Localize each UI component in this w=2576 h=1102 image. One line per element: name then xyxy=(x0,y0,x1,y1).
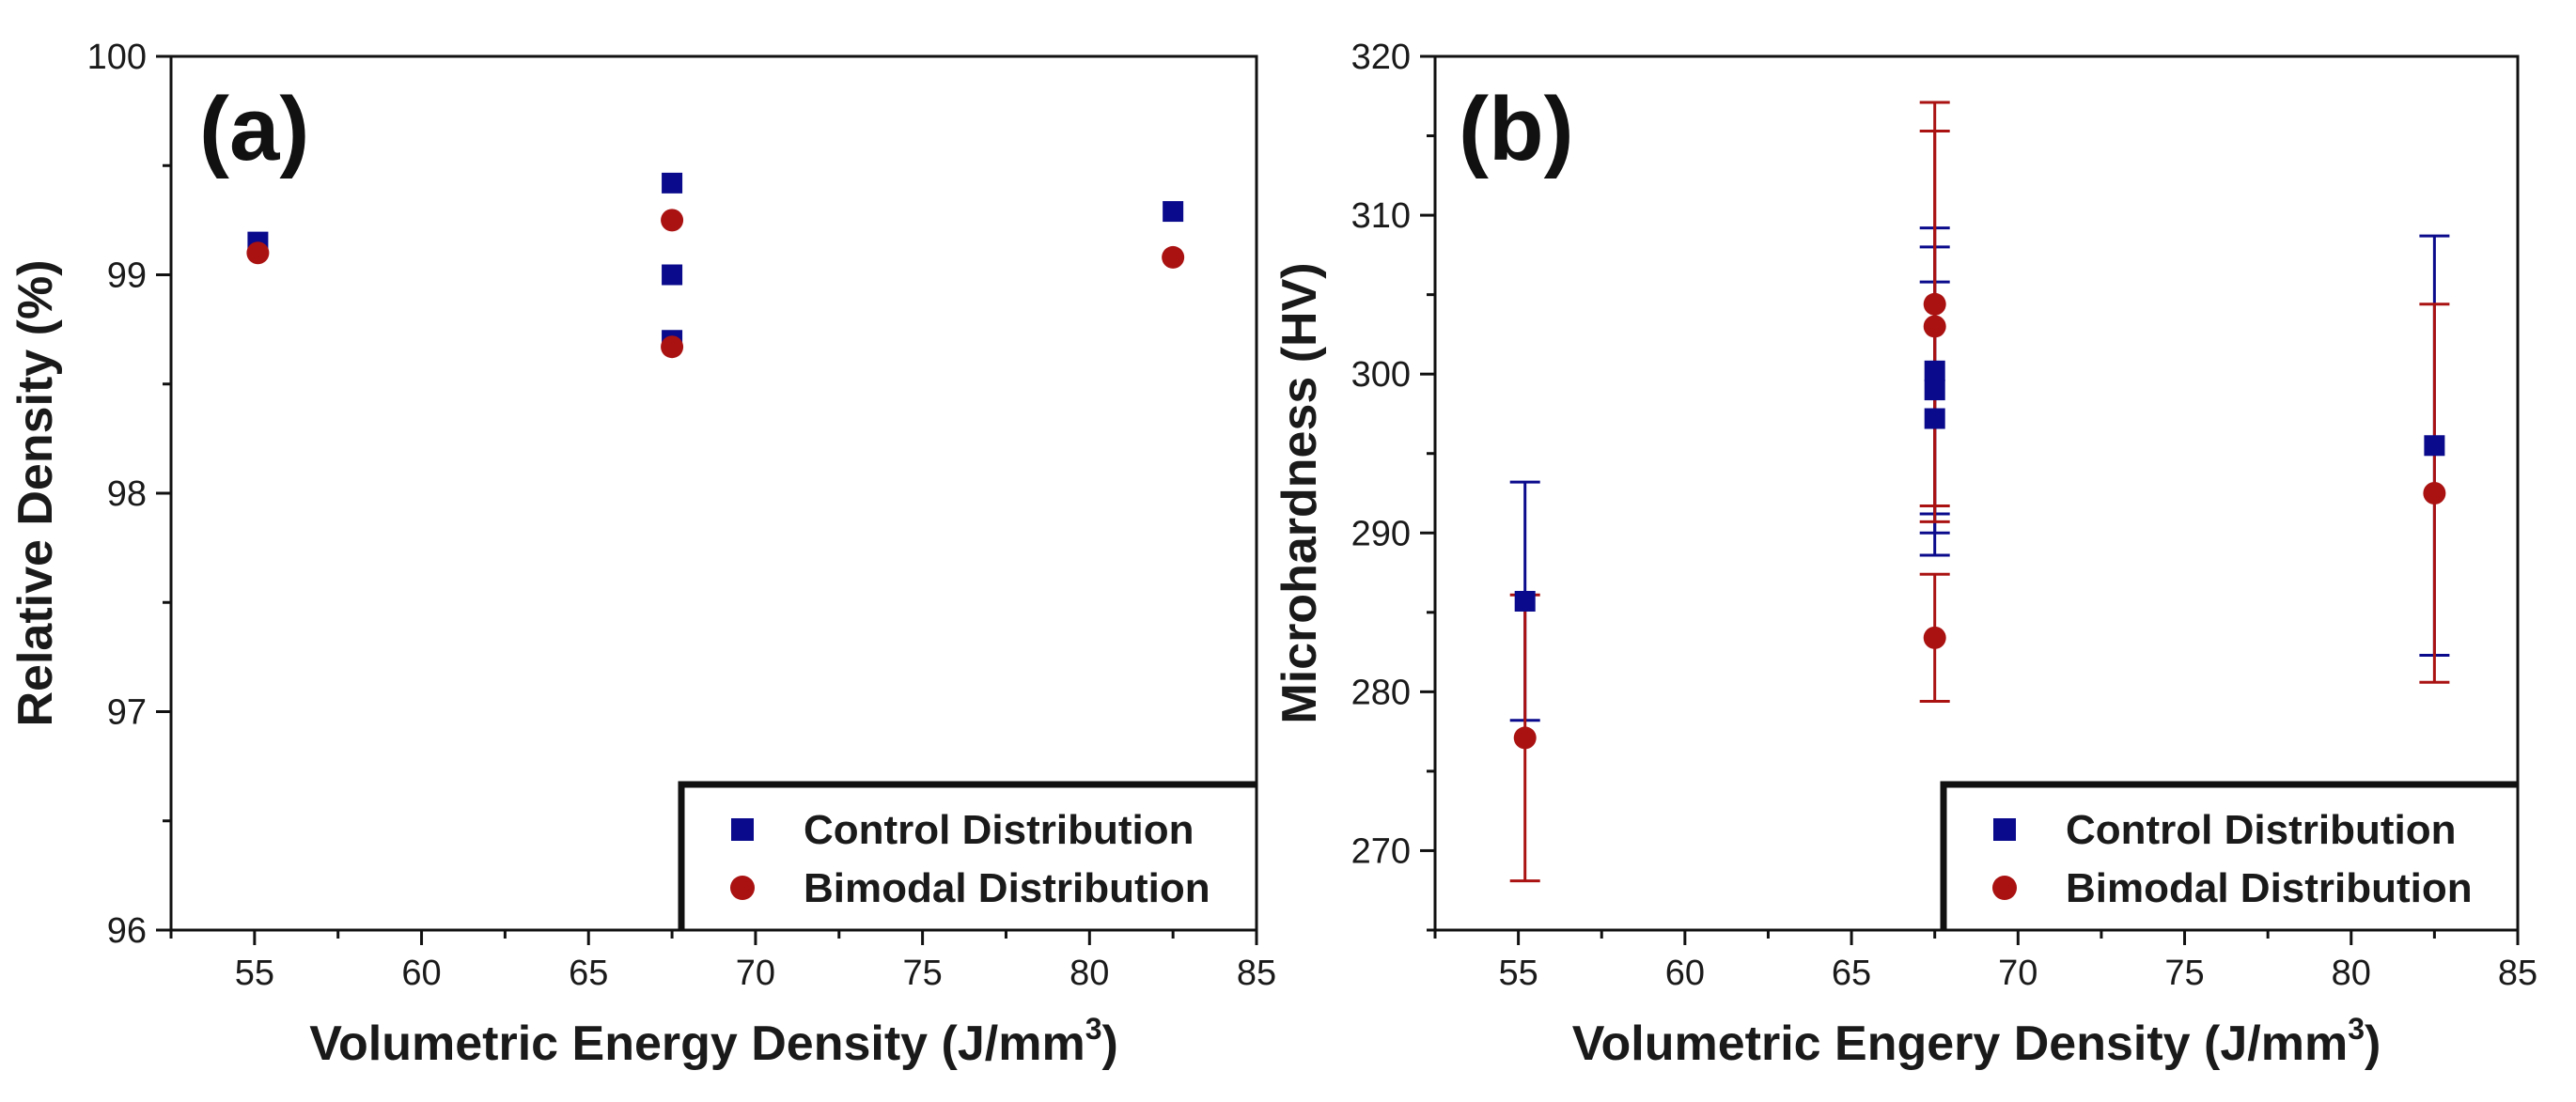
panel-a-x-tick-label: 80 xyxy=(1069,954,1109,993)
panel-b-legend-frame xyxy=(1940,781,2518,930)
panel-b-bimodal-point xyxy=(1923,315,1946,338)
panel-b-bimodal-point xyxy=(1513,726,1537,750)
panel-b-x-axis-title: Volumetric Engery Density (J/mm3) xyxy=(1572,1012,2381,1071)
panel-b-legend-control-marker xyxy=(1993,818,2016,841)
panel-a-x-tick-label: 55 xyxy=(235,954,274,993)
panel-b-control-point xyxy=(1924,380,1945,401)
panel-a-legend-frame xyxy=(678,781,1257,930)
panel-b-panel-label: (b) xyxy=(1459,79,1574,179)
panel-a-x-tick-label: 85 xyxy=(1237,954,1276,993)
panel-a-x-axis-title: Volumetric Energy Density (J/mm3) xyxy=(309,1012,1118,1071)
panel-b-control-point xyxy=(1924,360,1945,381)
panel-a-control-point xyxy=(662,172,683,194)
panel-b-legend-entry-bimodal: Bimodal Distribution xyxy=(2066,865,2473,911)
panel-b-bimodal-point xyxy=(1923,292,1946,316)
panel-a-y-tick-label: 98 xyxy=(107,474,147,514)
panel-b-x-tick-label: 60 xyxy=(1665,954,1705,993)
panel-a-bimodal-point xyxy=(661,335,684,359)
panel-a-y-tick-label: 100 xyxy=(87,38,147,77)
panel-b-control-point xyxy=(1514,590,1536,612)
panel-b-y-tick-label: 300 xyxy=(1351,355,1411,395)
panel-a-x-tick-label: 75 xyxy=(902,954,942,993)
panel-a-legend-entry-bimodal: Bimodal Distribution xyxy=(804,865,1210,911)
panel-a-y-tick-label: 97 xyxy=(107,693,147,733)
panel-b-bimodal-point xyxy=(1923,626,1946,649)
panel-b-x-tick-label: 75 xyxy=(2164,954,2204,993)
panel-b-x-tick-label: 85 xyxy=(2498,954,2537,993)
panel-a-x-tick-label: 65 xyxy=(569,954,608,993)
panel-a-relative-density-chart: 55 60 65 70 75 80 85 96 97 98 99 100 Volumetric Ener… xyxy=(8,38,1276,1071)
panel-b-plot-frame xyxy=(1433,54,2520,932)
panel-b-x-tick-label: 70 xyxy=(1998,954,2037,993)
panel-b-bimodal-point xyxy=(2423,482,2446,504)
panel-b-control-point xyxy=(2424,435,2445,457)
panel-b-y-tick-label: 320 xyxy=(1351,38,1411,77)
panel-a-panel-label: (a) xyxy=(199,79,309,179)
panel-a-bimodal-point xyxy=(661,209,684,232)
panel-b-y-tick-label: 280 xyxy=(1351,673,1411,712)
panel-b-legend-bimodal-marker xyxy=(1992,876,2017,900)
panel-a-x-tick-label: 70 xyxy=(736,954,775,993)
panel-b-y-tick-label: 290 xyxy=(1351,514,1411,553)
panel-b-y-tick-label: 310 xyxy=(1351,196,1411,236)
panel-a-legend-entry-control: Control Distribution xyxy=(804,807,1194,853)
panel-a-legend-bimodal-marker xyxy=(730,876,755,900)
panel-b-x-tick-label: 80 xyxy=(2332,954,2371,993)
panel-a-control-point xyxy=(662,264,683,286)
panel-a-bimodal-point xyxy=(246,241,270,265)
panel-a-y-tick-label: 99 xyxy=(107,256,147,296)
panel-a-x-tick-label: 60 xyxy=(401,954,441,993)
panel-b-x-tick-label: 55 xyxy=(1498,954,1538,993)
panel-a-y-axis-title: Relative Density (%) xyxy=(8,259,63,726)
panel-b-y-tick-label: 270 xyxy=(1351,831,1411,871)
panel-a-y-tick-label: 96 xyxy=(107,911,147,951)
panel-b-legend-entry-control: Control Distribution xyxy=(2066,807,2457,853)
panel-b-control-point xyxy=(1924,408,1945,429)
panel-b-x-tick-label: 65 xyxy=(1832,954,1871,993)
panel-a-legend-control-marker xyxy=(731,818,754,841)
panel-b-microhardness-chart: 55 60 65 70 75 80 85 270 280 290 300 310 320 Volumetr… xyxy=(1272,38,2537,1071)
panel-a-control-point xyxy=(1163,201,1184,223)
panel-a-bimodal-point xyxy=(1162,245,1185,269)
panel-b-y-axis-title: Microhardness (HV) xyxy=(1272,262,1327,723)
